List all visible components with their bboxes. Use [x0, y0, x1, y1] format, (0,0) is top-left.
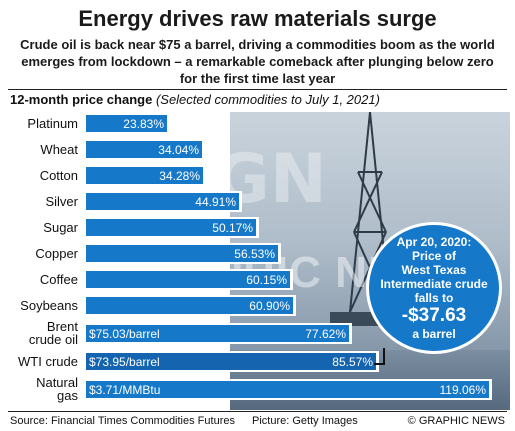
category-label-line: Brent	[46, 319, 78, 334]
category-label: Platinum	[10, 117, 78, 130]
bar-frame: 60.90%	[84, 295, 296, 316]
top-divider	[8, 89, 507, 90]
value-label: 60.90%	[249, 298, 290, 313]
chart-title: 12-month price change	[10, 92, 153, 107]
bar-frame: $3.71/MMBtu 119.06%	[84, 379, 492, 400]
bar-frame: 44.91%	[84, 191, 242, 212]
bar-frame: 34.04%	[84, 139, 205, 160]
callout-value: -$37.63	[401, 305, 467, 326]
category-label-line: Soybeans	[20, 298, 78, 313]
category-label: Brent crude oil	[10, 320, 78, 346]
bar-soybeans: 60.90%	[86, 297, 293, 314]
bar-natural-gas: $3.71/MMBtu 119.06%	[86, 381, 489, 398]
bar-frame: 23.83%	[84, 113, 170, 134]
category-label-line: Coffee	[39, 272, 78, 287]
category-label: Sugar	[10, 221, 78, 234]
callout-line-4: Intermediate crude	[380, 277, 488, 291]
bar-frame: $73.95/barrel 85.57%	[84, 351, 379, 372]
category-label: Silver	[10, 195, 78, 208]
source-credit: Source: Financial Times Commodities Futu…	[10, 415, 235, 427]
bar-cotton: 34.28%	[86, 167, 203, 184]
chart-heading: 12-month price change (Selected commodit…	[10, 92, 380, 107]
value-label: 44.91%	[195, 194, 236, 209]
category-label: WTI crude	[10, 355, 78, 368]
callout-line-1: Apr 20, 2020:	[396, 235, 472, 249]
callout-line-3: West Texas	[401, 263, 467, 277]
callout-unit: a barrel	[412, 327, 456, 341]
chart-note: (Selected commodities to July 1, 2021)	[155, 92, 380, 107]
category-label: Natural gas	[10, 376, 78, 402]
bar-frame: 60.15%	[84, 269, 293, 290]
price-label: $73.95/barrel	[89, 354, 160, 369]
wti-callout: Apr 20, 2020: Price of West Texas Interm…	[366, 222, 502, 354]
category-label-line: Silver	[45, 194, 78, 209]
category-label: Coffee	[10, 273, 78, 286]
callout-line-2: Price of	[411, 249, 456, 263]
category-label: Copper	[10, 247, 78, 260]
picture-credit: Picture: Getty Images	[252, 415, 358, 427]
page-subtitle: Crude oil is back near $75 a barrel, dri…	[20, 37, 495, 86]
bar-wti-crude: $73.95/barrel 85.57%	[86, 353, 376, 370]
value-label: 34.04%	[158, 142, 199, 157]
bar-frame: 34.28%	[84, 165, 206, 186]
category-label: Cotton	[10, 169, 78, 182]
bottom-divider	[8, 411, 507, 412]
page-title: Energy drives raw materials surge	[78, 6, 437, 31]
callout-connector	[383, 348, 385, 364]
category-label-line: Cotton	[39, 168, 78, 183]
bar-frame: 56.53%	[84, 243, 281, 264]
category-label-line: Platinum	[27, 116, 78, 131]
value-label: 50.17%	[212, 220, 253, 235]
category-label-line: Sugar	[43, 220, 78, 235]
price-label: $3.71/MMBtu	[89, 382, 161, 397]
category-label-line: crude oil	[28, 332, 78, 347]
value-label: 119.06%	[439, 382, 486, 397]
category-label-line: WTI crude	[18, 354, 78, 369]
value-label: 56.53%	[234, 246, 275, 261]
bar-brent-crude-oil: $75.03/barrel 77.62%	[86, 325, 349, 342]
bar-coffee: 60.15%	[86, 271, 290, 288]
value-label: 77.62%	[305, 326, 346, 341]
value-label: 23.83%	[123, 116, 164, 131]
bar-sugar: 50.17%	[86, 219, 256, 236]
category-label-line: Wheat	[40, 142, 78, 157]
category-label: Soybeans	[10, 299, 78, 312]
bar-frame: 50.17%	[84, 217, 259, 238]
bar-platinum: 23.83%	[86, 115, 167, 132]
price-label: $75.03/barrel	[89, 326, 160, 341]
value-label: 85.57%	[332, 354, 373, 369]
bar-silver: 44.91%	[86, 193, 239, 210]
callout-connector-horizontal	[374, 363, 385, 365]
bar-copper: 56.53%	[86, 245, 278, 262]
category-label-line: Natural	[36, 375, 78, 390]
value-label: 60.15%	[246, 272, 287, 287]
bar-wheat: 34.04%	[86, 141, 202, 158]
category-label-line: gas	[57, 388, 78, 403]
copyright: © GRAPHIC NEWS	[407, 415, 505, 427]
bar-frame: $75.03/barrel 77.62%	[84, 323, 352, 344]
category-label: Wheat	[10, 143, 78, 156]
value-label: 34.28%	[159, 168, 200, 183]
category-label-line: Copper	[35, 246, 78, 261]
callout-line-5: falls to	[414, 291, 454, 305]
